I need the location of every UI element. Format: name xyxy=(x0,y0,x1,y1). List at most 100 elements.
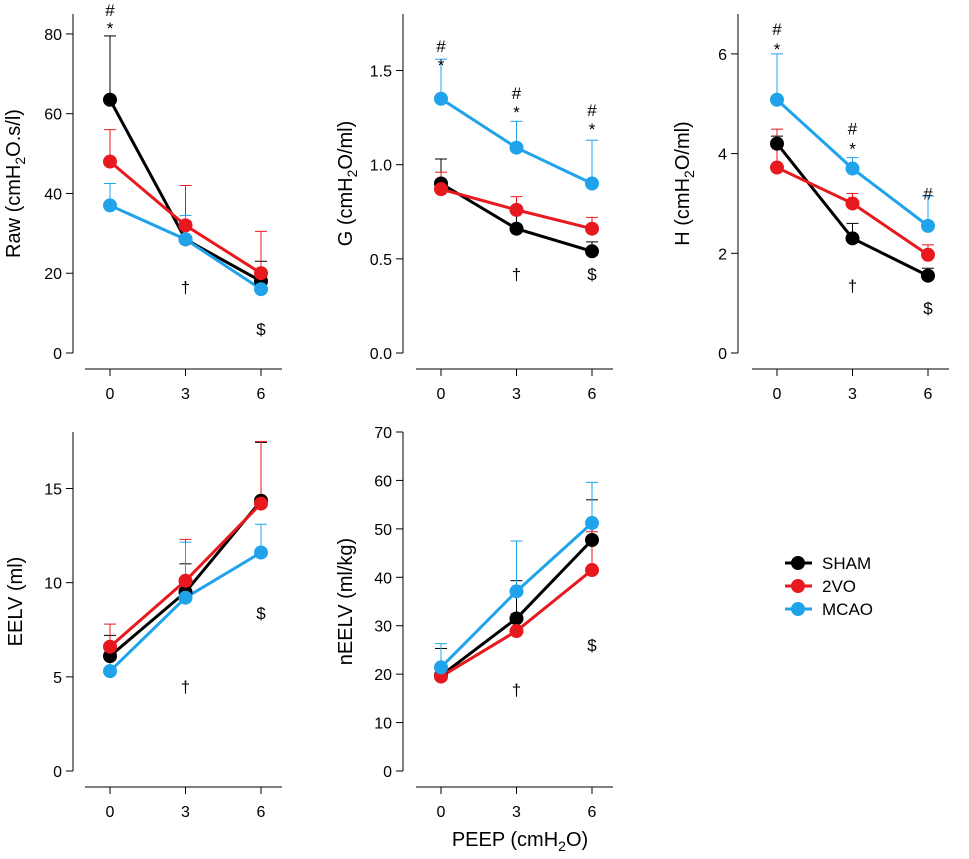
significance-marker: $ xyxy=(256,604,266,623)
data-point-2vo xyxy=(921,247,935,262)
y-tick-label: 40 xyxy=(44,186,62,203)
x-tick-label: 6 xyxy=(588,804,597,821)
y-tick-label: 15 xyxy=(44,482,62,499)
x-tick-label: 0 xyxy=(106,386,115,403)
data-point-mcao xyxy=(178,590,193,605)
data-point-2vo xyxy=(509,624,524,639)
y-tick-label: 50 xyxy=(374,522,392,539)
data-point-mcao xyxy=(434,660,448,675)
y-tick-label: 60 xyxy=(374,473,392,490)
legend-item-mcao: MCAO xyxy=(785,600,873,619)
data-point-sham xyxy=(770,136,784,151)
significance-marker: † xyxy=(512,265,521,284)
y-tick-label: 30 xyxy=(374,619,392,636)
data-point-2vo xyxy=(434,182,448,197)
y-tick-label: 0 xyxy=(718,346,727,363)
y-tick-label: 80 xyxy=(44,27,62,44)
data-point-2vo xyxy=(178,573,193,588)
significance-marker: # xyxy=(923,184,933,203)
data-point-sham xyxy=(585,244,599,259)
chart-panel-g: 0.00.51.01.50 3 6G (cmH2O/ml)#*#* #*† $ xyxy=(335,14,613,403)
data-point-2vo xyxy=(585,221,599,236)
data-point-mcao xyxy=(585,516,599,531)
significance-marker: † xyxy=(848,277,857,296)
significance-marker: $ xyxy=(256,320,266,339)
x-tick-label: 0 xyxy=(773,386,782,403)
significance-marker: * xyxy=(513,103,520,122)
data-point-sham xyxy=(509,221,524,236)
y-axis-label: G (cmH2O/ml) xyxy=(335,121,360,247)
data-point-sham xyxy=(921,268,935,283)
legend-label-sham: SHAM xyxy=(822,554,871,573)
significance-marker: $ xyxy=(923,299,933,318)
x-tick-label: 6 xyxy=(257,804,266,821)
significance-marker: $ xyxy=(587,636,597,655)
significance-marker: * xyxy=(589,120,596,139)
legend-label-mcao: MCAO xyxy=(822,600,873,619)
significance-marker: * xyxy=(438,56,445,75)
y-tick-label: 40 xyxy=(374,570,392,587)
data-point-sham xyxy=(585,532,599,547)
x-tick-label: 3 xyxy=(512,386,521,403)
y-tick-label: 10 xyxy=(44,576,62,593)
legend-marker-mcao xyxy=(791,602,805,616)
significance-marker: * xyxy=(107,19,114,38)
y-tick-label: 1.5 xyxy=(370,64,392,81)
y-tick-label: 0 xyxy=(383,764,392,781)
x-tick-label: 6 xyxy=(257,386,266,403)
x-tick-label: 6 xyxy=(588,386,597,403)
x-tick-label: 0 xyxy=(437,386,446,403)
x-tick-label: 0 xyxy=(437,804,446,821)
data-point-2vo xyxy=(585,563,599,578)
legend: SHAM 2VO MCAO xyxy=(785,554,873,619)
chart-panel-eelv: 0 5 10 15 0 3 6 EELV (ml) † $ xyxy=(5,432,282,821)
data-point-2vo xyxy=(103,639,117,654)
data-point-mcao xyxy=(434,91,448,106)
data-point-mcao xyxy=(103,198,117,213)
x-tick-label: 3 xyxy=(181,804,190,821)
y-tick-label: 0 xyxy=(53,346,62,363)
y-tick-label: 0.0 xyxy=(370,346,392,363)
legend-item-2vo: 2VO xyxy=(785,577,856,596)
y-axis-label: nEELV (ml/kg) xyxy=(335,538,357,665)
y-tick-label: 60 xyxy=(44,107,62,124)
data-point-2vo xyxy=(509,202,524,217)
data-point-mcao xyxy=(178,232,193,247)
y-axis-label: H (cmH2O/ml) xyxy=(672,121,697,245)
y-tick-label: 6 xyxy=(718,47,727,64)
data-point-mcao xyxy=(921,218,935,233)
shared-x-axis-label: PEEP (cmH2O) xyxy=(452,829,588,854)
data-point-2vo xyxy=(770,160,784,175)
significance-marker: # xyxy=(436,37,446,56)
y-tick-label: 20 xyxy=(44,266,62,283)
data-point-mcao xyxy=(254,545,268,560)
data-point-mcao xyxy=(509,584,524,599)
significance-marker: * xyxy=(774,40,781,59)
y-tick-label: 5 xyxy=(53,670,62,687)
data-point-mcao xyxy=(103,664,117,679)
y-tick-label: 70 xyxy=(374,425,392,442)
data-point-sham xyxy=(845,231,860,246)
x-tick-label: 3 xyxy=(512,804,521,821)
y-tick-label: 20 xyxy=(374,667,392,684)
x-tick-label: 6 xyxy=(924,386,933,403)
data-point-sham xyxy=(509,611,524,626)
y-tick-label: 10 xyxy=(374,716,392,733)
chart-panel-raw: 0 20 40 60 80 0 3 6 Raw (cmH2O.s/l) #* † $ xyxy=(3,1,282,403)
y-tick-label: 4 xyxy=(718,147,727,164)
legend-marker-2vo xyxy=(791,579,805,593)
x-tick-label: 0 xyxy=(106,804,115,821)
significance-marker: † xyxy=(181,677,190,696)
data-point-2vo xyxy=(254,266,268,281)
data-point-mcao xyxy=(585,176,599,191)
significance-marker: # xyxy=(587,101,597,120)
significance-marker: † xyxy=(512,681,521,700)
chart-panel-neelv: 0 10 20 30 40 50 60 70 0 3 6 nEELV (ml/kg) † $ xyxy=(335,425,613,821)
x-tick-label: 3 xyxy=(181,386,190,403)
significance-marker: # xyxy=(512,84,522,103)
data-point-mcao xyxy=(254,282,268,297)
data-point-mcao xyxy=(770,92,784,107)
data-point-sham xyxy=(103,92,117,107)
